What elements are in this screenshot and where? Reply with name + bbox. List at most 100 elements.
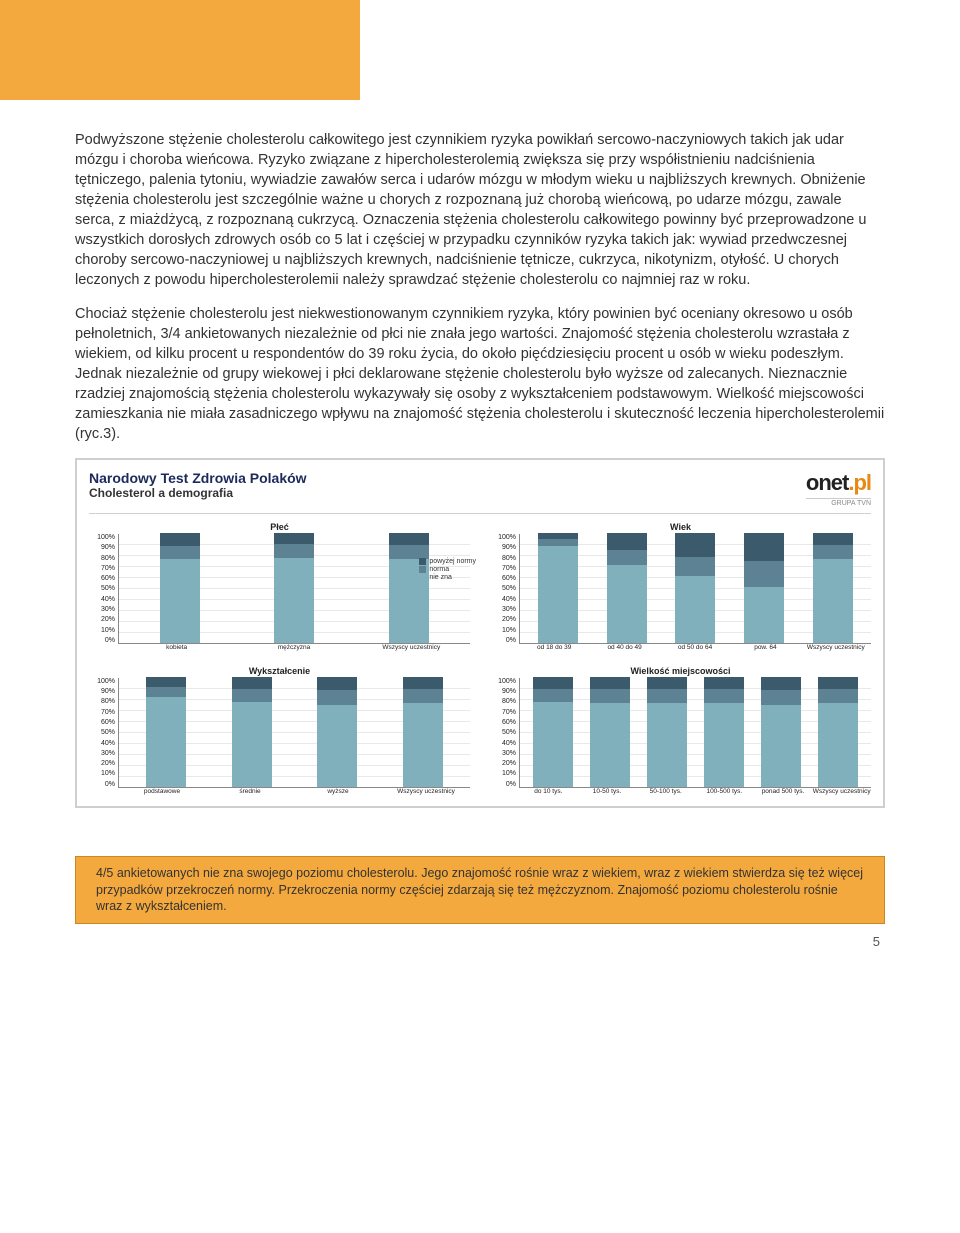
plot-wrap: 100%90%80%70%60%50%40%30%20%10%0% — [490, 534, 871, 644]
logo-pl: .pl — [848, 470, 871, 495]
bar-seg-unknown — [274, 558, 314, 643]
legend-swatch — [419, 558, 426, 565]
footer-summary-box: 4/5 ankietowanych nie zna swojego poziom… — [75, 856, 885, 925]
x-tick: wyższe — [294, 789, 382, 796]
y-tick: 70% — [89, 565, 115, 572]
chart-panel-wykszt: Wykształcenie 100%90%80%70%60%50%40%30%20… — [89, 666, 470, 796]
bar-seg-norm — [744, 561, 784, 587]
y-tick: 50% — [490, 585, 516, 592]
x-tick: ponad 500 tys. — [754, 789, 813, 796]
bar-seg-norm — [607, 550, 647, 565]
panel-title: Wielkość miejscowości — [490, 666, 871, 676]
legend-swatch — [419, 574, 426, 581]
content-area: Podwyższone stężenie cholesterolu całkow… — [0, 100, 960, 828]
y-tick: 50% — [89, 585, 115, 592]
bar-seg-above — [813, 533, 853, 545]
y-tick: 30% — [89, 606, 115, 613]
x-tick: Wszyscy uczestnicy — [353, 645, 470, 652]
bar-seg-norm — [146, 687, 186, 697]
panel-title: Wiek — [490, 522, 871, 532]
plot-area — [519, 534, 871, 644]
y-tick: 50% — [89, 729, 115, 736]
bar-seg-norm — [232, 689, 272, 702]
bar-seg-norm — [590, 689, 630, 703]
y-tick: 80% — [89, 555, 115, 562]
bar-stack — [538, 533, 578, 643]
y-tick: 40% — [490, 596, 516, 603]
bar-seg-unknown — [146, 697, 186, 787]
panel-title: Wykształcenie — [89, 666, 470, 676]
bar-seg-above — [761, 677, 801, 690]
y-tick: 40% — [490, 740, 516, 747]
y-tick: 20% — [89, 760, 115, 767]
bar-stack — [818, 677, 858, 787]
bar-seg-above — [818, 677, 858, 689]
bar-seg-above — [274, 533, 314, 544]
legend-label: nie zna — [429, 574, 452, 581]
y-tick: 60% — [89, 575, 115, 582]
chart-panel-wiek: Wiek100%90%80%70%60%50%40%30%20%10%0%od … — [490, 522, 871, 652]
bar-seg-above — [146, 677, 186, 687]
legend-item-norm: norma — [419, 566, 476, 573]
bar-seg-unknown — [675, 576, 715, 643]
x-axis: do 10 tys.10-50 tys.50-100 tys.100-500 t… — [490, 788, 871, 796]
chart-title-line2: Cholesterol a demografia — [89, 486, 307, 500]
plot-area — [118, 534, 470, 644]
page-number: 5 — [0, 924, 960, 965]
bar-stack — [647, 677, 687, 787]
bar-seg-norm — [317, 690, 357, 705]
x-tick: od 50 do 64 — [660, 645, 730, 652]
bar-stack — [232, 677, 272, 787]
x-tick: 50-100 tys. — [636, 789, 695, 796]
chart-header: Narodowy Test Zdrowia Polaków Cholestero… — [89, 470, 871, 514]
x-tick: mężczyzna — [235, 645, 352, 652]
bar-seg-above — [704, 677, 744, 689]
legend-label: powyżej normy — [429, 558, 476, 565]
y-tick: 90% — [89, 544, 115, 551]
y-tick: 20% — [89, 616, 115, 623]
x-tick: podstawowe — [118, 789, 206, 796]
top-accent-band — [0, 0, 360, 100]
bar-stack — [607, 533, 647, 643]
y-tick: 50% — [490, 729, 516, 736]
y-tick: 30% — [490, 606, 516, 613]
bar-seg-unknown — [538, 546, 578, 643]
chart-panel-miejsc: Wielkość miejscowości100%90%80%70%60%50%… — [490, 666, 871, 796]
y-tick: 10% — [490, 770, 516, 777]
chart-title-block: Narodowy Test Zdrowia Polaków Cholestero… — [89, 470, 307, 500]
bar-seg-unknown — [317, 705, 357, 786]
y-tick: 20% — [490, 616, 516, 623]
bar-stack — [533, 677, 573, 787]
bar-stack — [403, 677, 443, 787]
bar-seg-norm — [403, 689, 443, 703]
y-tick: 0% — [89, 637, 115, 644]
bar-seg-unknown — [704, 703, 744, 787]
y-tick: 70% — [490, 565, 516, 572]
bar-seg-norm — [675, 557, 715, 576]
y-tick: 30% — [490, 750, 516, 757]
chart-title-line1: Narodowy Test Zdrowia Polaków — [89, 470, 307, 486]
bar-stack — [744, 533, 784, 643]
y-tick: 100% — [89, 678, 115, 685]
bar-seg-unknown — [590, 703, 630, 787]
y-tick: 20% — [490, 760, 516, 767]
y-tick: 60% — [490, 719, 516, 726]
x-tick: Wszyscy uczestnicy — [801, 645, 871, 652]
y-tick: 90% — [490, 688, 516, 695]
bar-seg-above — [647, 677, 687, 689]
y-tick: 90% — [490, 544, 516, 551]
bar-seg-norm — [647, 689, 687, 703]
y-tick: 60% — [490, 575, 516, 582]
bar-seg-above — [403, 677, 443, 689]
y-tick: 100% — [490, 534, 516, 541]
legend-swatch — [419, 566, 426, 573]
chart-panel-plec: Płeć100%90%80%70%60%50%40%30%20%10%0%kob… — [89, 522, 470, 652]
plot-wrap: 100%90%80%70%60%50%40%30%20%10%0% — [89, 678, 470, 788]
onet-logo: onet.pl GRUPA TVN — [806, 470, 871, 507]
bar-seg-norm — [818, 689, 858, 703]
y-tick: 70% — [89, 709, 115, 716]
x-axis: od 18 do 39od 40 do 49od 50 do 64pow. 64… — [490, 644, 871, 652]
legend: powyżej normynormanie zna — [419, 558, 476, 582]
x-axis: kobietamężczyznaWszyscy uczestnicy — [89, 644, 470, 652]
bar-seg-above — [607, 533, 647, 550]
